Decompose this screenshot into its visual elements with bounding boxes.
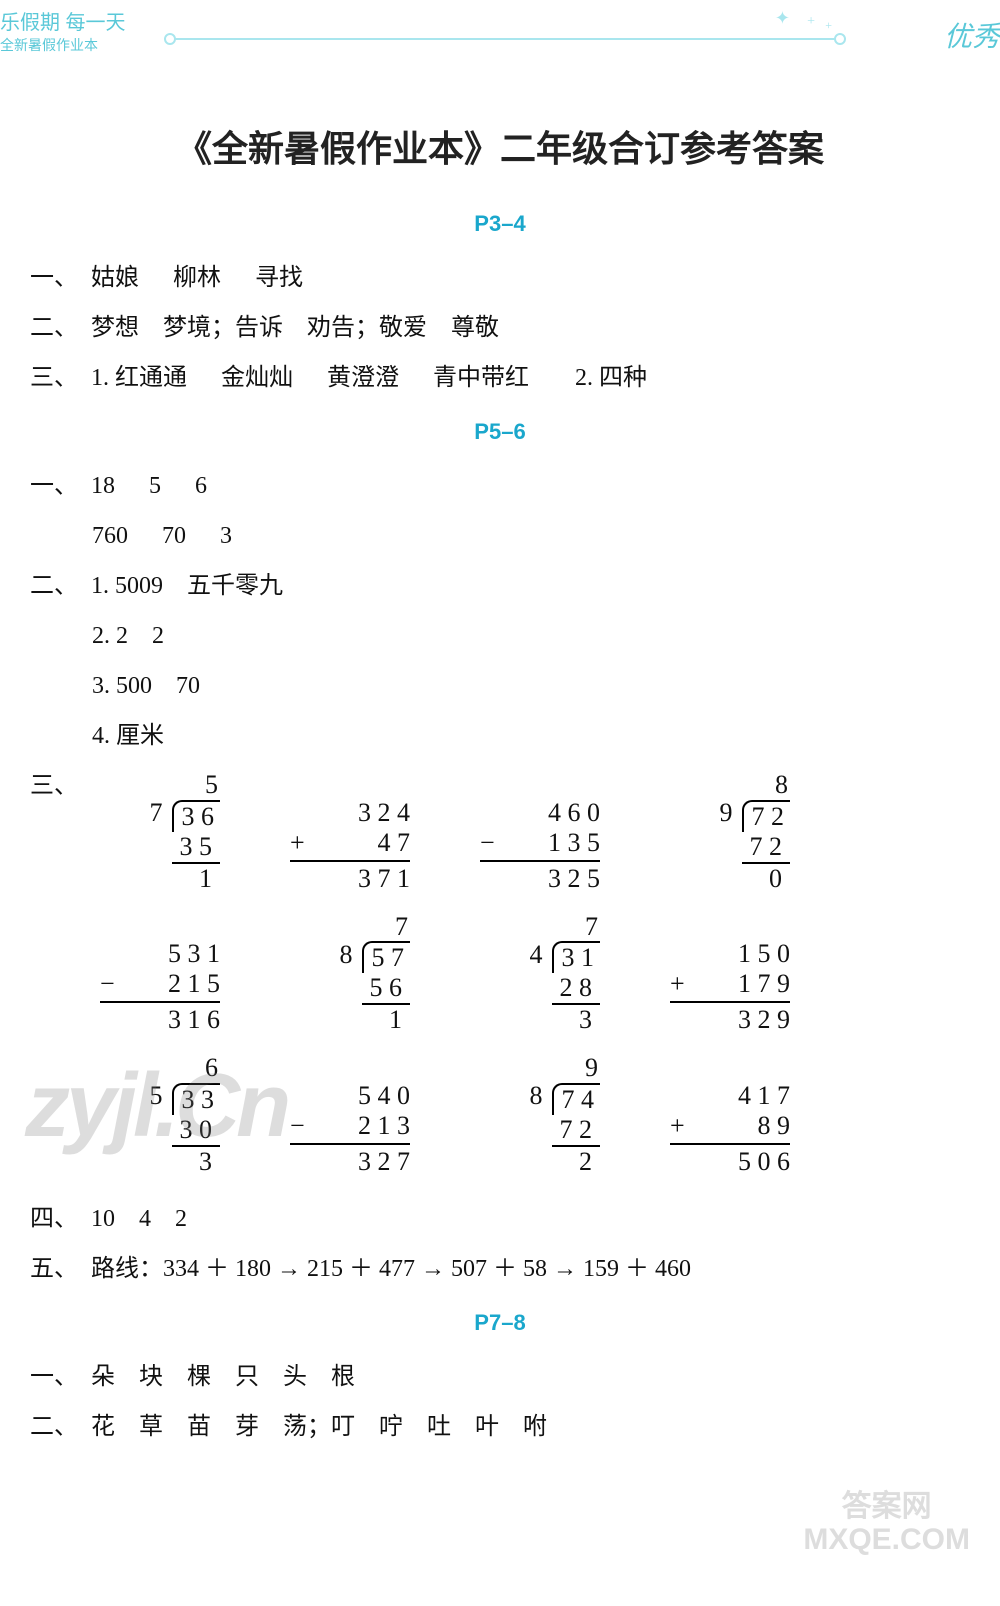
answer-line: 2. 2 2 <box>30 612 970 660</box>
long-division: 653 33 03 <box>100 1053 220 1177</box>
subtraction-column: 5 3 1−2 1 53 1 6 <box>100 939 220 1035</box>
math-row: 653 33 03 5 4 0−2 1 33 2 7 987 47 22 4 1 7+… <box>30 1053 970 1177</box>
answer-text: 10 4 2 <box>91 1206 187 1232</box>
answer-text: 金灿灿 <box>221 365 293 391</box>
answer-text: 70 <box>162 523 186 549</box>
answer-line: 五、 路线：334 ＋ 180 → 215 ＋ 477 → 507 ＋ 58 →… <box>30 1245 970 1293</box>
answer-text: 路线：334 ＋ 180 → 215 ＋ 477 → 507 ＋ 58 → 15… <box>91 1256 691 1282</box>
answer-text: 5009 五千零九 <box>115 573 283 599</box>
watermark-line: 答案网 <box>803 1490 970 1523</box>
header-slogan: 乐假期 每一天 <box>0 10 126 36</box>
question-number: 五、 <box>30 1245 85 1293</box>
sparkle-icon: + <box>825 18 832 33</box>
answer-text: 2 2 <box>116 623 164 649</box>
question-number: 二、 <box>30 1403 85 1451</box>
answer-line: 四、 10 4 2 <box>30 1195 970 1243</box>
answer-text: 花 草 苗 芽 荡；叮 咛 吐 叶 咐 <box>91 1414 547 1440</box>
long-division: 785 75 61 <box>290 912 410 1036</box>
section-heading: P5–6 <box>30 410 970 454</box>
answer-text: 柳林 <box>173 265 221 291</box>
watermark-line: MXQE.COM <box>803 1523 970 1556</box>
answer-line: 一、 18 5 6 <box>30 462 970 510</box>
header-left-block: 乐假期 每一天 全新暑假作业本 <box>0 10 126 54</box>
content-body: P3–4 一、 姑娘 柳林 寻找 二、 梦想 梦境；告诉 劝告；敬爱 尊敬 三、… <box>0 202 1000 1451</box>
answer-text: 5 <box>149 473 161 499</box>
long-division: 897 27 20 <box>670 770 790 894</box>
answer-line: 760 70 3 <box>30 512 970 560</box>
header-subtitle: 全新暑假作业本 <box>0 36 126 54</box>
answer-text: 寻找 <box>255 265 303 291</box>
answer-text: 四种 <box>599 365 647 391</box>
answer-text: 6 <box>195 473 207 499</box>
answer-text: 厘米 <box>116 723 164 749</box>
question-number: 一、 <box>30 462 85 510</box>
addition-column: 4 1 7+8 95 0 6 <box>670 1081 790 1177</box>
answer-text: 18 <box>91 473 115 499</box>
question-number: 一、 <box>30 254 85 302</box>
section-heading: P3–4 <box>30 202 970 246</box>
question-number: 三、 <box>30 354 85 402</box>
answer-line: 二、 花 草 苗 芽 荡；叮 咛 吐 叶 咐 <box>30 1403 970 1451</box>
question-number: 三、 <box>30 762 85 810</box>
question-number: 二、 <box>30 562 85 610</box>
answer-text: 760 <box>92 523 128 549</box>
page-header: 乐假期 每一天 全新暑假作业本 ✦ + + 优秀 <box>0 0 1000 90</box>
question-number: 四、 <box>30 1195 85 1243</box>
long-division: 743 12 83 <box>480 912 600 1036</box>
vertical-math-area: 573 63 51 3 2 4+4 73 7 1 4 6 0−1 3 53 2 5 8… <box>30 770 970 1177</box>
sub-number: 1. <box>91 573 109 599</box>
page-title: 《全新暑假作业本》二年级合订参考答案 <box>0 120 1000 172</box>
sub-number: 3. <box>92 673 110 699</box>
header-dot-right <box>834 33 846 45</box>
answer-text: 3 <box>220 523 232 549</box>
math-row: 573 63 51 3 2 4+4 73 7 1 4 6 0−1 3 53 2 5 8… <box>30 770 970 894</box>
answer-text: 梦想 梦境；告诉 劝告；敬爱 尊敬 <box>91 315 499 341</box>
watermark-text: 答案网 MXQE.COM <box>803 1490 970 1556</box>
question-number: 一、 <box>30 1353 85 1401</box>
addition-column: 1 5 0+1 7 93 2 9 <box>670 939 790 1035</box>
question-number: 二、 <box>30 304 85 352</box>
answer-line: 一、 姑娘 柳林 寻找 <box>30 254 970 302</box>
addition-column: 3 2 4+4 73 7 1 <box>290 798 410 894</box>
long-division: 573 63 51 <box>100 770 220 894</box>
answer-line: 3. 500 70 <box>30 662 970 710</box>
header-brand: 优秀 <box>944 15 1000 55</box>
header-dot-left <box>164 33 176 45</box>
sub-number: 4. <box>92 723 110 749</box>
answer-line: 4. 厘米 <box>30 712 970 760</box>
answer-text: 青中带红 <box>433 365 529 391</box>
answer-text: 红通通 <box>115 365 187 391</box>
math-row: 5 3 1−2 1 53 1 6 785 75 61 743 12 83 1 5 0+… <box>30 912 970 1036</box>
answer-text: 500 70 <box>116 673 200 699</box>
sparkle-icon: + <box>807 14 815 30</box>
answer-line: 二、 梦想 梦境；告诉 劝告；敬爱 尊敬 <box>30 304 970 352</box>
header-divider <box>170 38 840 40</box>
answer-line: 一、 朵 块 棵 只 头 根 <box>30 1353 970 1401</box>
answer-text: 黄澄澄 <box>327 365 399 391</box>
subtraction-column: 5 4 0−2 1 33 2 7 <box>290 1081 410 1177</box>
answer-text: 朵 块 棵 只 头 根 <box>91 1364 355 1390</box>
long-division: 987 47 22 <box>480 1053 600 1177</box>
sub-number: 2. <box>575 365 593 391</box>
section-heading: P7–8 <box>30 1301 970 1345</box>
sparkle-icon: ✦ <box>775 8 790 29</box>
sub-number: 2. <box>92 623 110 649</box>
answer-line: 二、 1. 5009 五千零九 <box>30 562 970 610</box>
answer-line: 三、 1. 红通通 金灿灿 黄澄澄 青中带红 2. 四种 <box>30 354 970 402</box>
sub-number: 1. <box>91 365 109 391</box>
answer-text: 姑娘 <box>91 265 139 291</box>
subtraction-column: 4 6 0−1 3 53 2 5 <box>480 798 600 894</box>
